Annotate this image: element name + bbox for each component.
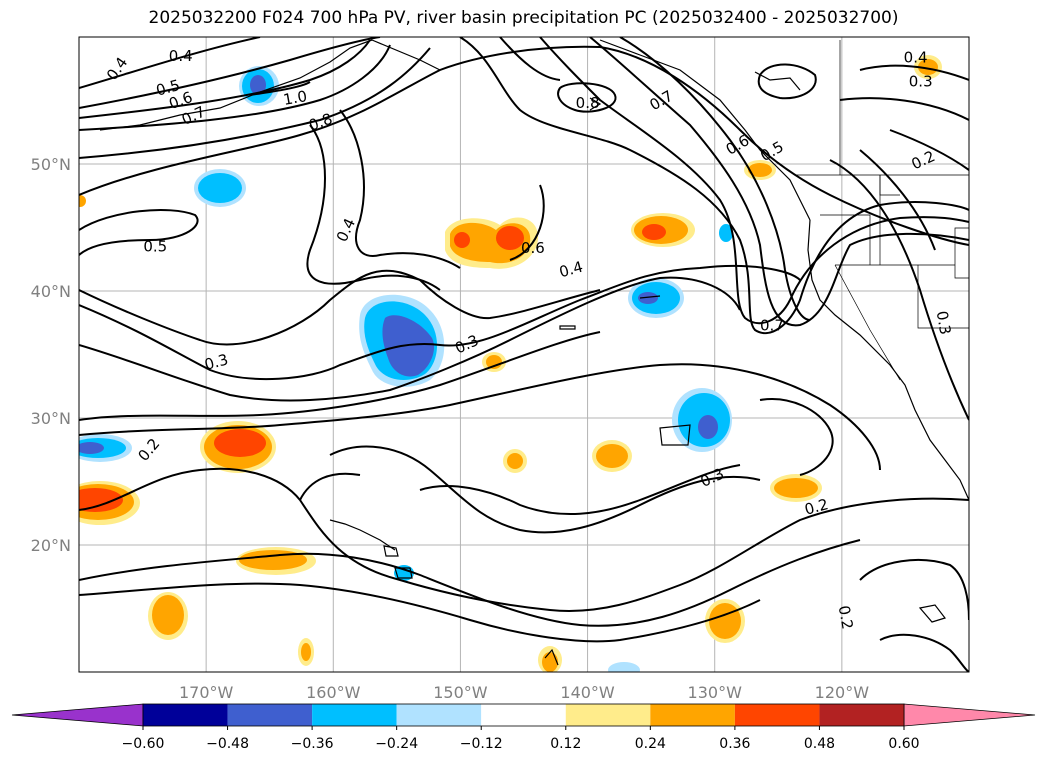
neg-anomaly-hawaii [394, 565, 414, 581]
lon-tick-label: 160°W [306, 683, 361, 702]
political-boundaries [795, 40, 969, 381]
contour-label: 0.8 [576, 94, 600, 112]
contour-label: 0.4 [557, 258, 585, 282]
contour-label: 0.4 [904, 48, 928, 66]
contour-label-text: 1.0 [282, 87, 309, 109]
colorbar-segment [481, 704, 566, 726]
colorbar-tick-label: −0.36 [291, 736, 334, 752]
contour-label-text: 0.5 [143, 238, 167, 256]
lat-tick-label: 20°N [31, 536, 71, 555]
contour-label: 0.3 [909, 72, 933, 90]
contour-label: 0.2 [803, 495, 831, 519]
contour-label-text: 0.4 [169, 47, 193, 65]
contour-label: 0.3 [202, 350, 230, 374]
pv-contours [79, 37, 969, 672]
neg-anomaly-bottom [608, 662, 640, 672]
lat-tick-label: 50°N [31, 155, 71, 174]
lat-tick-label: 40°N [31, 282, 71, 301]
colorbar-tick-label: 0.24 [635, 736, 666, 752]
contour-label-text: 0.7 [760, 316, 784, 334]
colorbar-over-arrow [903, 703, 1036, 727]
colorbar-segment [227, 704, 313, 726]
contour-label-text: 0.3 [202, 350, 230, 374]
neg-anomaly-small [719, 224, 733, 242]
pos-anomaly-north-2 [631, 213, 695, 247]
latitude-tick-labels: 20°N 30°N 40°N 50°N [31, 155, 71, 555]
colorbar-tick-label: −0.12 [460, 736, 503, 752]
pos-anomaly-pair [445, 217, 539, 269]
lat-tick-label: 30°N [31, 409, 71, 428]
lon-tick-label: 170°W [179, 683, 234, 702]
neg-anomaly-west [194, 169, 246, 207]
colorbar-tick-label: 0.60 [888, 736, 919, 752]
contour-label: 0.4 [169, 47, 193, 65]
colorbar-segment [734, 704, 820, 726]
contour-label-text: 0.5 [154, 76, 182, 100]
colorbar-tick-label: −0.60 [122, 736, 165, 752]
neg-anomaly-southeast [672, 388, 732, 452]
colorbar-segment [143, 704, 228, 726]
contour-label: 0.2 [835, 604, 857, 631]
contour-label: 0.7 [760, 316, 784, 334]
pos-anomaly-west-subtropic [200, 421, 276, 473]
colorbar-segment [565, 704, 651, 726]
map-frame [78, 36, 970, 673]
contour-label-text: 0.2 [803, 495, 831, 519]
colorbar-frame [142, 703, 905, 727]
colorbar-tick-label: 0.48 [804, 736, 835, 752]
contour-label-text: 0.4 [904, 48, 928, 66]
pos-anomaly-small-series [79, 195, 822, 672]
longitude-tick-labels: 170°W 160°W 150°W 140°W 130°W 120°W [179, 683, 869, 702]
precip-shading [79, 55, 942, 672]
colorbar-tick-label: −0.48 [206, 736, 249, 752]
neg-anomaly-left-edge [79, 434, 132, 462]
colorbar-tick-label: 0.12 [550, 736, 581, 752]
colorbar-segment [819, 704, 904, 726]
contour-label-text: 0.2 [835, 604, 857, 631]
contour-label: 0.3 [933, 309, 955, 336]
pos-anomaly-bottom-left [148, 592, 188, 640]
lon-tick-label: 150°W [433, 683, 488, 702]
contour-label-text: 0.3 [933, 309, 955, 336]
colorbar-segment [650, 704, 735, 726]
neg-anomaly-north [628, 278, 684, 318]
lon-tick-label: 130°W [688, 683, 743, 702]
contour-label-text: 0.4 [557, 258, 585, 282]
colorbar-tick-label: 0.36 [719, 736, 750, 752]
lon-tick-label: 140°W [560, 683, 615, 702]
map-title: 2025032200 F024 700 hPa PV, river basin … [148, 8, 899, 28]
contour-label: 0.5 [154, 76, 182, 100]
contour-label-text: 0.3 [909, 72, 933, 90]
colorbar-segment [312, 704, 397, 726]
contour-label: 0.6 [521, 239, 545, 257]
lon-tick-label: 120°W [815, 683, 870, 702]
contour-label-text: 0.8 [576, 94, 600, 112]
contour-label: 0.5 [143, 238, 167, 256]
pos-anomaly-south-west [236, 547, 316, 575]
colorbar: −0.60 −0.48 −0.36 −0.24 −0.12 0.12 0.24 0.36 0.4… [11, 703, 1036, 752]
pos-anomaly-left-edge [79, 481, 140, 525]
colorbar-under-arrow [11, 703, 144, 727]
contour-label-text: 0.6 [521, 239, 545, 257]
contour-label: 1.0 [282, 87, 309, 109]
colorbar-segment [396, 704, 482, 726]
colorbar-tick-label: −0.24 [375, 736, 418, 752]
pos-anomaly-northeast [914, 55, 942, 79]
